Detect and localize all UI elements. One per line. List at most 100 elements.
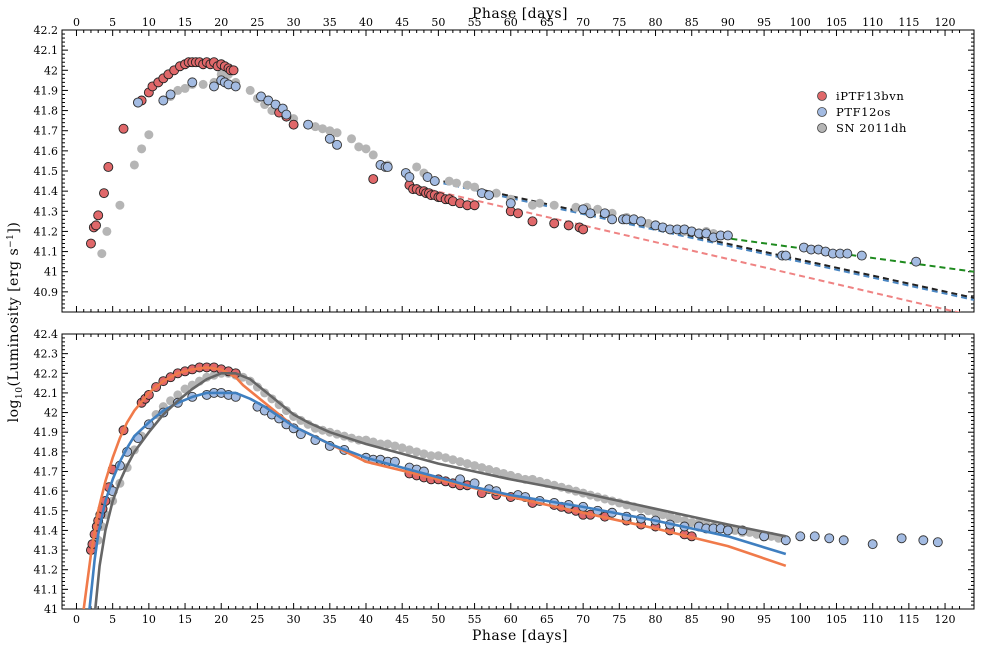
data-point-sn-2011dh: [368, 150, 378, 160]
plot-area: [82, 362, 943, 609]
data-point-iptf13bvn: [549, 218, 560, 229]
y-tick-label: 42: [44, 407, 58, 420]
data-point-ptf12os: [932, 537, 943, 548]
y-tick-label: 41.9: [34, 426, 59, 439]
data-point-iptf13bvn: [527, 216, 538, 227]
x-tick-label: 110: [862, 613, 883, 626]
y-tick-label: 41.5: [34, 505, 59, 518]
data-point-ptf12os: [585, 208, 596, 219]
x-tick-label: 105: [826, 613, 847, 626]
x-tick-label: 105: [826, 16, 847, 29]
legend-label: PTF12os: [836, 105, 891, 119]
x-tick-label: 75: [612, 16, 626, 29]
x-tick-label: 85: [685, 16, 699, 29]
data-point-iptf13bvn: [288, 119, 299, 130]
x-tick-label: 25: [250, 613, 264, 626]
data-point-sn-2011dh: [470, 461, 480, 471]
x-tick-label: 115: [898, 613, 919, 626]
data-point-iptf13bvn: [93, 210, 104, 221]
data-point-sn-2011dh: [687, 518, 697, 528]
x-tick-label: 100: [790, 613, 811, 626]
x-tick-label: 30: [287, 613, 301, 626]
y-tick-label: 41.3: [34, 205, 59, 218]
data-point-sn-2011dh: [332, 128, 342, 138]
data-point-sn-2011dh: [173, 390, 183, 400]
x-tick-label: 120: [935, 613, 956, 626]
x-tick-label: 55: [468, 16, 482, 29]
data-point-sn-2011dh: [441, 453, 451, 463]
y-tick-label: 42.1: [34, 44, 59, 57]
bottom-panel: 0 5 10 15 20 25 30 35 40 45 50 55 60 65 70 75 80 85 90 95 10…: [34, 328, 975, 626]
y-tick-label: 41.4: [34, 524, 59, 537]
y-tick-label: 40.9: [34, 286, 59, 299]
data-point-sn-2011dh: [144, 130, 154, 140]
data-point-ptf12os: [911, 256, 922, 267]
x-tick-label: 10: [142, 613, 156, 626]
data-point-ptf12os: [867, 539, 878, 550]
data-point-ptf12os: [607, 214, 618, 225]
fit-line-ptf12os: [423, 178, 974, 301]
y-tick-label: 41.6: [34, 485, 59, 498]
data-point-ptf12os: [303, 119, 314, 130]
data-point-iptf13bvn: [578, 224, 589, 235]
data-point-iptf13bvn: [563, 220, 574, 231]
data-point-ptf12os: [133, 97, 143, 108]
data-point-sn-2011dh: [444, 176, 454, 186]
y-tick-label: 41.8: [34, 105, 59, 118]
y-tick-label: 41.8: [34, 446, 59, 459]
legend-marker: [817, 107, 827, 117]
x-tick-label: 90: [721, 613, 735, 626]
x-tick-label: 0: [73, 613, 80, 626]
data-point-ptf12os: [722, 525, 733, 536]
legend-marker: [817, 123, 827, 133]
data-point-sn-2011dh: [549, 200, 559, 210]
data-point-sn-2011dh: [361, 144, 371, 154]
y-tick-label: 41.5: [34, 165, 59, 178]
x-tick-label: 0: [73, 16, 80, 29]
y-tick-label: 41: [44, 603, 58, 616]
data-point-sn-2011dh: [325, 126, 335, 136]
data-point-sn-2011dh: [448, 455, 458, 465]
x-tick-label: 45: [395, 613, 409, 626]
data-point-sn-2011dh: [390, 441, 400, 451]
data-point-sn-2011dh: [593, 204, 603, 214]
data-point-sn-2011dh: [426, 451, 436, 461]
data-point-sn-2011dh: [643, 218, 653, 228]
data-point-sn-2011dh: [310, 122, 320, 132]
top-x-axis-title: Phase [days]: [472, 6, 568, 22]
data-point-sn-2011dh: [347, 134, 357, 144]
y-tick-label: 41.1: [34, 583, 59, 596]
y-tick-label: 42: [44, 64, 58, 77]
x-tick-label: 100: [790, 16, 811, 29]
x-tick-label: 20: [214, 613, 228, 626]
data-point-ptf12os: [722, 230, 733, 241]
data-point-iptf13bvn: [228, 65, 239, 76]
legend-label: SN 2011dh: [836, 121, 907, 135]
plot-frame: [61, 333, 975, 610]
data-point-sn-2011dh: [433, 451, 443, 461]
data-point-sn-2011dh: [527, 200, 537, 210]
data-point-sn-2011dh: [462, 180, 472, 190]
fit-line-iptf13bvn: [409, 184, 962, 312]
data-point-sn-2011dh: [115, 200, 125, 210]
data-point-ptf12os: [209, 81, 219, 92]
data-point-sn-2011dh: [455, 457, 465, 467]
x-tick-label: 5: [109, 613, 116, 626]
data-point-sn-2011dh: [245, 85, 255, 95]
data-point-sn-2011dh: [412, 162, 422, 172]
bottom-x-axis-title: Phase [days]: [472, 628, 568, 644]
x-tick-label: 60: [504, 16, 518, 29]
y-tick-label: 42.2: [34, 24, 59, 37]
data-point-ptf12os: [795, 531, 806, 542]
x-tick-label: 35: [323, 16, 337, 29]
x-tick-label: 85: [685, 613, 699, 626]
data-point-sn-2011dh: [491, 188, 501, 198]
x-tick-label: 30: [287, 16, 301, 29]
x-tick-label: 80: [649, 613, 663, 626]
x-tick-label: 65: [540, 16, 554, 29]
y-tick-label: 41.7: [34, 125, 59, 138]
x-tick-label: 35: [323, 613, 337, 626]
data-point-sn-2011dh: [318, 124, 328, 134]
x-tick-label: 110: [862, 16, 883, 29]
